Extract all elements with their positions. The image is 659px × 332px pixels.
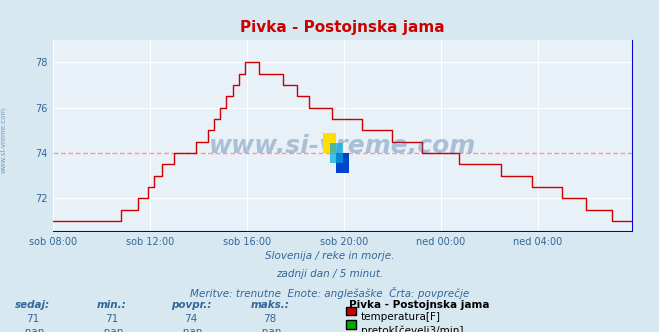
Text: 71: 71: [105, 314, 119, 324]
Text: min.:: min.:: [97, 300, 127, 310]
Text: -nan: -nan: [258, 327, 282, 332]
Text: -nan: -nan: [100, 327, 124, 332]
Text: Slovenija / reke in morje.: Slovenija / reke in morje.: [265, 251, 394, 261]
Text: 71: 71: [26, 314, 40, 324]
Bar: [323, 133, 336, 153]
Text: www.si-vreme.com: www.si-vreme.com: [209, 134, 476, 158]
Text: sedaj:: sedaj:: [15, 300, 51, 310]
Title: Pivka - Postojnska jama: Pivka - Postojnska jama: [241, 20, 445, 35]
Bar: [330, 143, 343, 163]
Text: Pivka - Postojnska jama: Pivka - Postojnska jama: [349, 300, 490, 310]
Text: maks.:: maks.:: [251, 300, 289, 310]
Bar: [336, 153, 349, 173]
Text: -nan: -nan: [179, 327, 203, 332]
Text: povpr.:: povpr.:: [171, 300, 212, 310]
Text: -nan: -nan: [21, 327, 45, 332]
Text: Meritve: trenutne  Enote: anglešaške  Črta: povprečje: Meritve: trenutne Enote: anglešaške Črta…: [190, 287, 469, 299]
Text: pretok[čevelj3/min]: pretok[čevelj3/min]: [361, 325, 464, 332]
Text: 78: 78: [264, 314, 277, 324]
Text: 74: 74: [185, 314, 198, 324]
Text: zadnji dan / 5 minut.: zadnji dan / 5 minut.: [276, 269, 383, 279]
Text: temperatura[F]: temperatura[F]: [361, 312, 441, 322]
Text: www.si-vreme.com: www.si-vreme.com: [0, 106, 7, 173]
